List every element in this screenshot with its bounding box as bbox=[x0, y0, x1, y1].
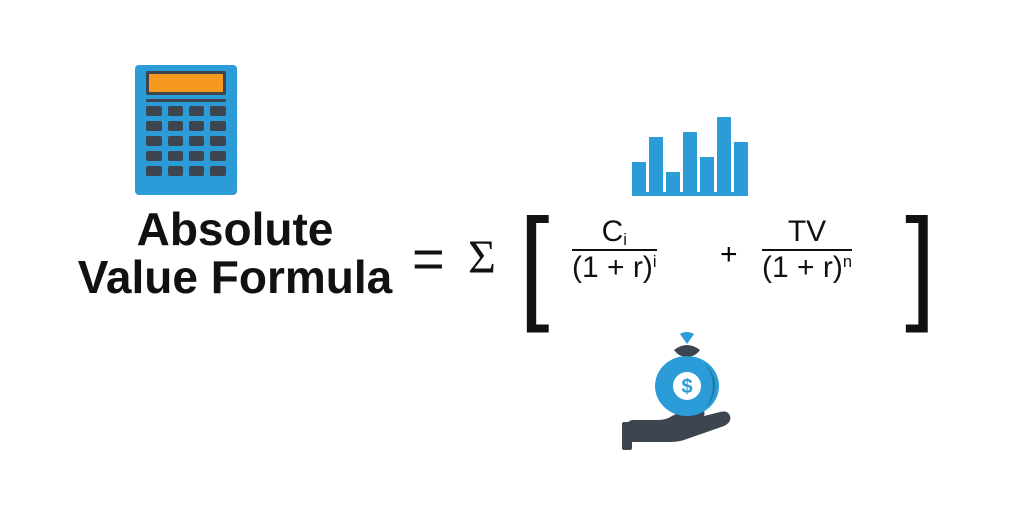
calculator-key bbox=[210, 121, 225, 131]
frac2-den-exp: n bbox=[843, 253, 852, 271]
frac1-num-sub: i bbox=[623, 231, 627, 249]
chart-bar bbox=[632, 162, 646, 192]
calculator-key bbox=[168, 121, 183, 131]
chart-bar bbox=[717, 117, 731, 192]
calculator-key bbox=[168, 151, 183, 161]
calculator-key bbox=[189, 136, 204, 146]
calculator-key bbox=[146, 136, 161, 146]
bracket-right: ] bbox=[905, 190, 936, 336]
calculator-key bbox=[189, 166, 204, 176]
chart-bar bbox=[683, 132, 697, 192]
chart-bar bbox=[734, 142, 748, 192]
calculator-key bbox=[168, 166, 183, 176]
title-line2: Value Formula bbox=[78, 251, 392, 303]
calculator-key bbox=[146, 151, 161, 161]
frac2-num: TV bbox=[788, 215, 826, 248]
fraction-tv: TV (1 + r)n bbox=[762, 215, 852, 285]
fraction-ci: Ci (1 + r)i bbox=[572, 215, 657, 285]
calculator-key bbox=[146, 106, 161, 116]
chart-bar bbox=[666, 172, 680, 192]
bar-chart-icon bbox=[632, 116, 748, 196]
calculator-key bbox=[168, 106, 183, 116]
frac1-num-base: C bbox=[602, 215, 624, 248]
calculator-key bbox=[210, 136, 225, 146]
equals-sign: = bbox=[412, 226, 445, 291]
calculator-key bbox=[146, 121, 161, 131]
calculator-key bbox=[210, 106, 225, 116]
calculator-key bbox=[168, 136, 183, 146]
formula-title: Absolute Value Formula bbox=[60, 205, 410, 302]
frac1-den-exp: i bbox=[653, 253, 657, 271]
infographic-canvas: Absolute Value Formula = Σ [ ] Ci (1 + r… bbox=[0, 0, 1024, 526]
calculator-key bbox=[189, 106, 204, 116]
frac2-den-base: (1 + r) bbox=[762, 251, 843, 284]
money-bag-hand-icon: $ bbox=[622, 330, 752, 465]
chart-bar bbox=[649, 137, 663, 192]
plus-sign: + bbox=[720, 238, 738, 272]
svg-text:$: $ bbox=[681, 376, 692, 398]
calculator-icon bbox=[135, 65, 237, 195]
frac1-den-base: (1 + r) bbox=[572, 251, 653, 284]
calculator-key bbox=[189, 151, 204, 161]
calculator-key bbox=[210, 166, 225, 176]
calculator-key bbox=[189, 121, 204, 131]
sigma-symbol: Σ bbox=[468, 230, 496, 285]
title-line1: Absolute bbox=[137, 203, 334, 255]
chart-bar bbox=[700, 157, 714, 192]
calculator-key bbox=[210, 151, 225, 161]
bracket-left: [ bbox=[519, 190, 550, 336]
calculator-key bbox=[146, 166, 161, 176]
